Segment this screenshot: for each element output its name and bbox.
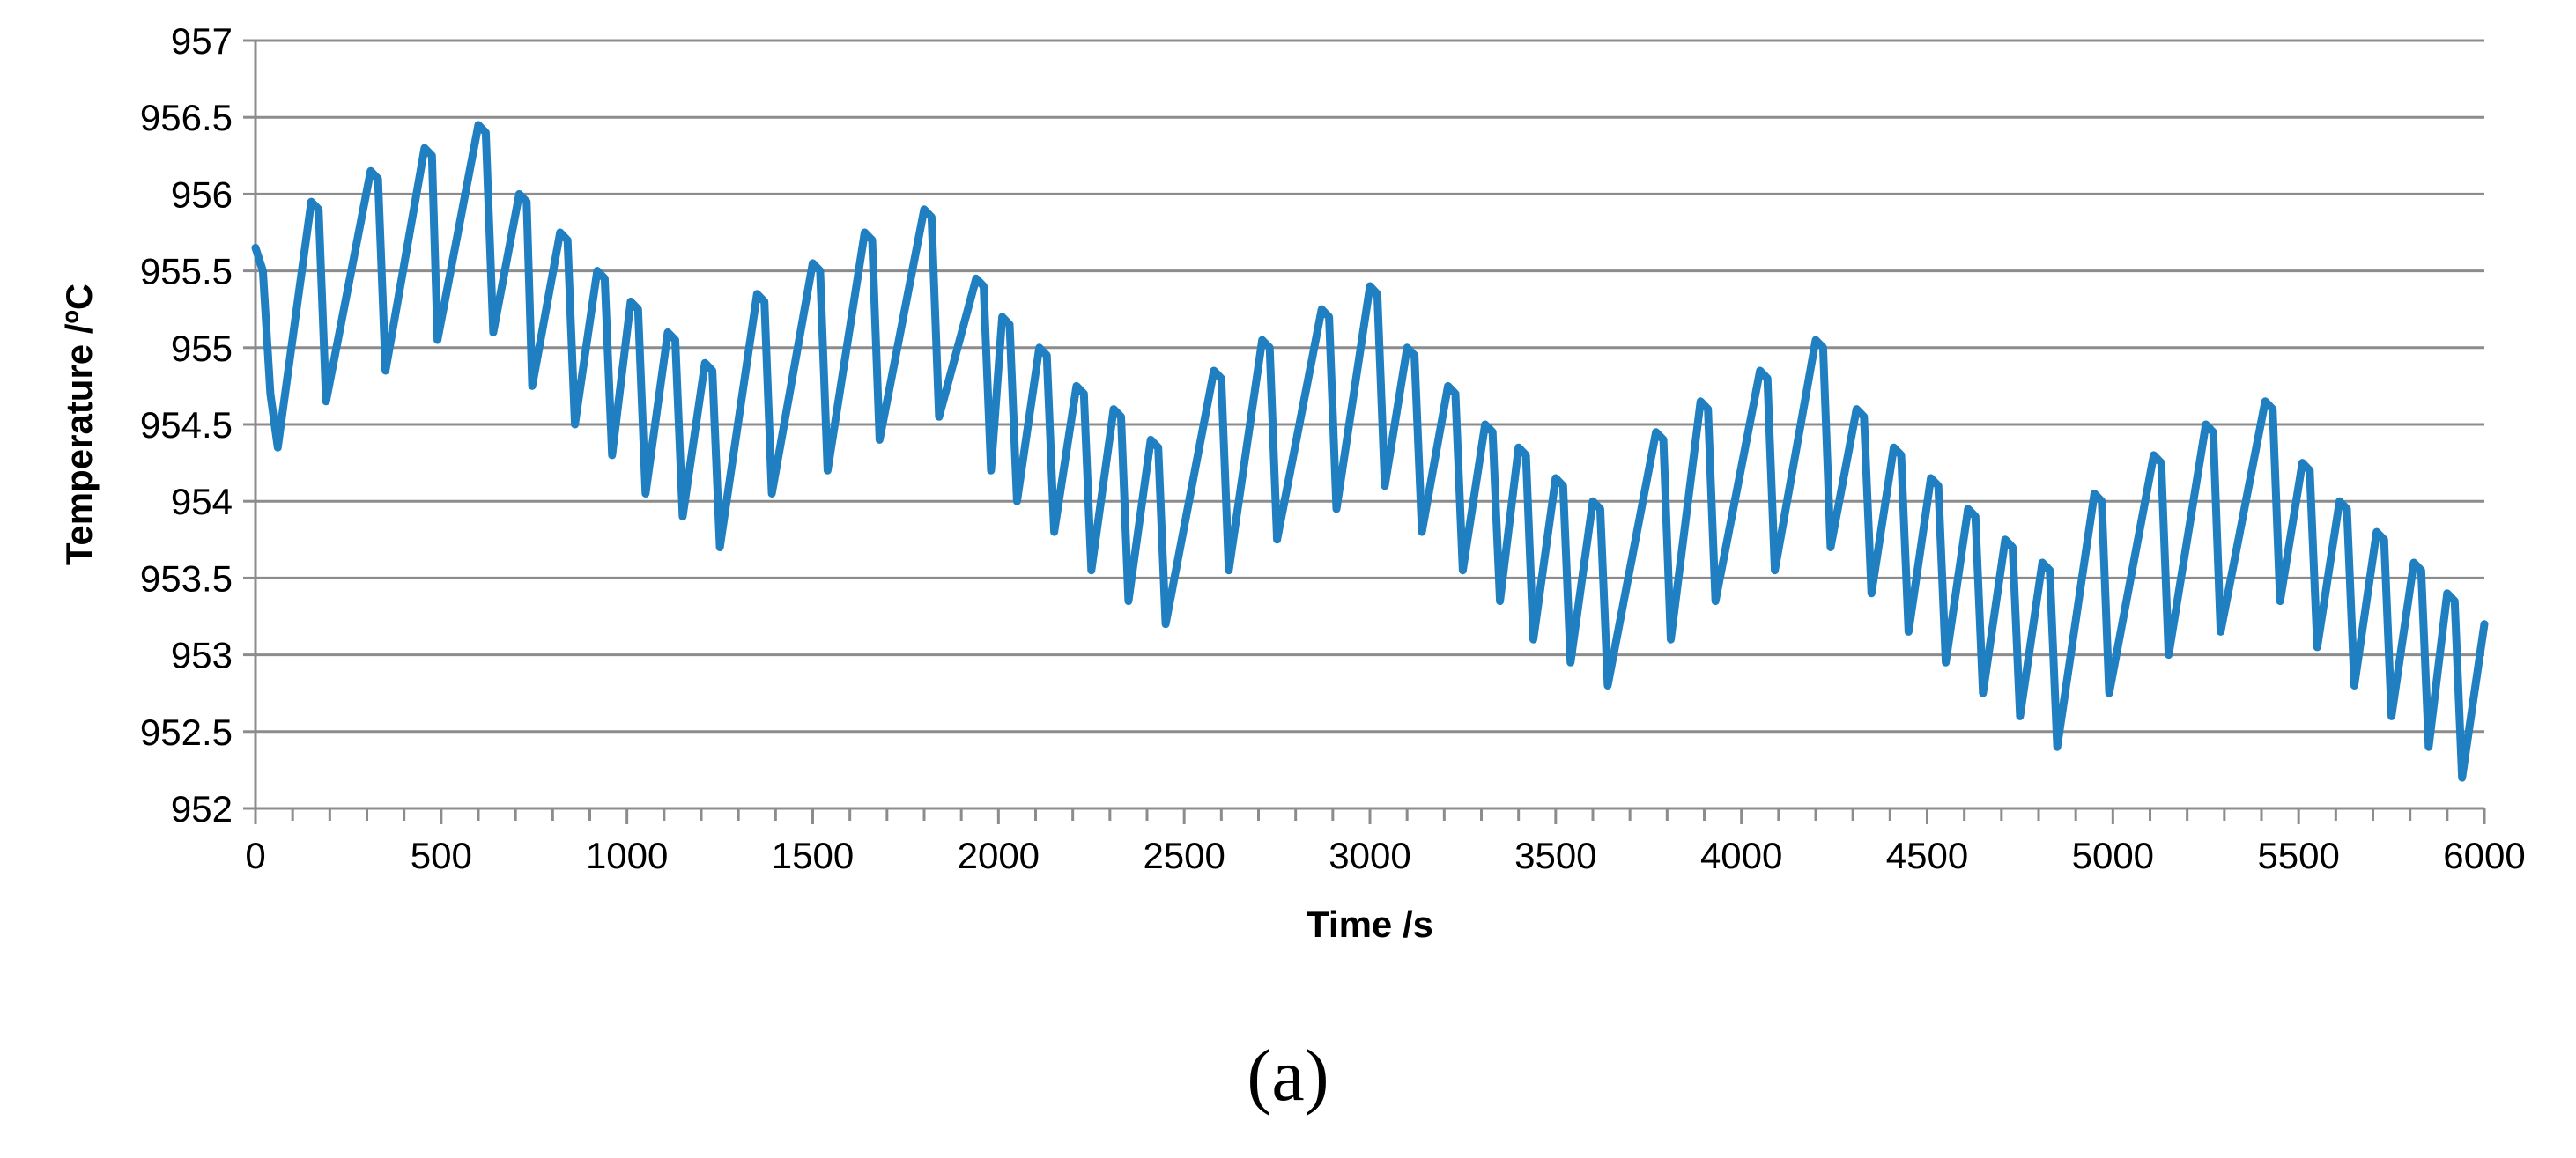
x-tick-label: 500	[411, 835, 472, 876]
axes	[243, 39, 2486, 824]
x-tick-label: 2000	[958, 835, 1040, 876]
y-tick-label: 956.5	[140, 97, 233, 138]
y-tick-label: 957	[171, 20, 233, 62]
y-tick-label: 955	[171, 328, 233, 369]
y-tick-label: 953.5	[140, 557, 233, 599]
y-tick-label: 952.5	[140, 712, 233, 753]
y-tick-label: 953	[171, 635, 233, 676]
x-tick-label: 5000	[2072, 835, 2154, 876]
x-tick-label: 3000	[1329, 835, 1410, 876]
figure-panel-label: (a)	[1247, 1035, 1329, 1117]
y-tick-label: 955.5	[140, 251, 233, 292]
y-axis-title: Temperature /ºC	[58, 284, 100, 565]
gridlines	[255, 39, 2484, 734]
x-tick-label: 4500	[1886, 835, 1968, 876]
x-tick-label: 5500	[2257, 835, 2339, 876]
y-tick-label: 956	[171, 173, 233, 215]
x-axis-title: Time /s	[1307, 904, 1433, 945]
y-tick-label: 952	[171, 788, 233, 830]
y-tick-label: 954	[171, 481, 233, 522]
x-tick-label: 4000	[1700, 835, 1782, 876]
temperature-series-line	[251, 121, 2489, 782]
y-tick-label: 954.5	[140, 404, 233, 446]
tick-labels: 952 952.5 953 953.5 954 954.5 955 955.5 956 956.5…	[140, 20, 2526, 876]
x-tick-label: 3500	[1514, 835, 1596, 876]
x-tick-label: 1500	[772, 835, 854, 876]
x-tick-label: 2500	[1143, 835, 1225, 876]
x-tick-label: 0	[245, 835, 265, 876]
x-tick-label: 1000	[586, 835, 668, 876]
x-tick-label: 6000	[2443, 835, 2525, 876]
data-series	[251, 121, 2489, 782]
